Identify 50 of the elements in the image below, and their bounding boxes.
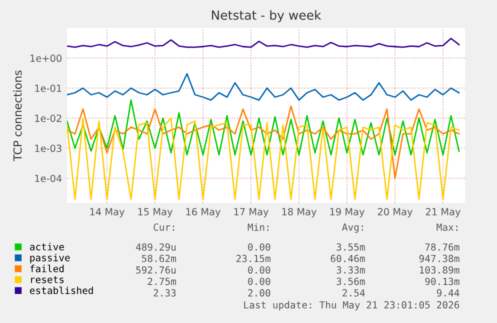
legend-label: passive [30,254,70,264]
legend-label: active [30,242,64,250]
chart-title: Netstat - by week [212,10,322,22]
legend-label: resets [31,276,64,284]
text: 2.00 [248,289,270,297]
text: 947.38m [419,254,460,262]
text: 58.62m [142,254,176,262]
text: 0.00 [248,278,270,286]
text: 9.44 [436,289,460,297]
text: Avg: [342,224,363,233]
x-tick-label: 16 May [186,208,220,218]
x-tick-label: 14 May [90,208,124,218]
text: 60.46m [330,254,365,262]
y-tick-label: 1e+00 [30,54,62,62]
y-axis-title: TCP connections [13,70,22,162]
y-tick-label: 1e-03 [35,144,62,152]
text: 2.75m [148,278,176,286]
text: 2.54 [342,289,365,297]
x-tick-label: 21 May [426,208,460,218]
text: 3.56m [336,278,365,286]
text: 0.00 [248,266,270,274]
legend-label: failed [30,264,64,272]
text: 103.89m [420,266,460,274]
x-tick-label: 15 May [138,208,172,218]
x-tick-label: 18 May [282,208,316,218]
text: Max: [436,224,458,231]
line-series [67,38,460,48]
text: Min: [248,223,269,231]
text: Last update: Thu May 21 23:01:05 2026 [244,301,460,310]
x-tick-label: 20 May [378,208,412,218]
text: 90.13m [425,278,460,286]
y-tick-label: 1e-02 [35,114,62,122]
legend-label: established [30,286,93,294]
text: 3.55m [336,243,365,251]
text: Cur: [154,223,174,231]
text: 0.00 [248,243,270,251]
line-series [67,117,460,200]
x-tick-label: 19 May [330,208,364,218]
text: 2.33 [154,289,176,297]
y-tick-label: 1e-01 [35,84,62,92]
y-tick-label: 1e-04 [35,174,62,182]
line-series [67,99,460,156]
line-series [67,105,460,179]
x-tick-label: 17 May [234,208,268,218]
text: 23.15m [236,254,270,262]
line-series [67,73,460,101]
text: 592.76u [136,266,176,274]
text: 3.33m [336,266,365,274]
text: 78.76m [425,243,460,251]
text: 489.29u [136,243,176,251]
